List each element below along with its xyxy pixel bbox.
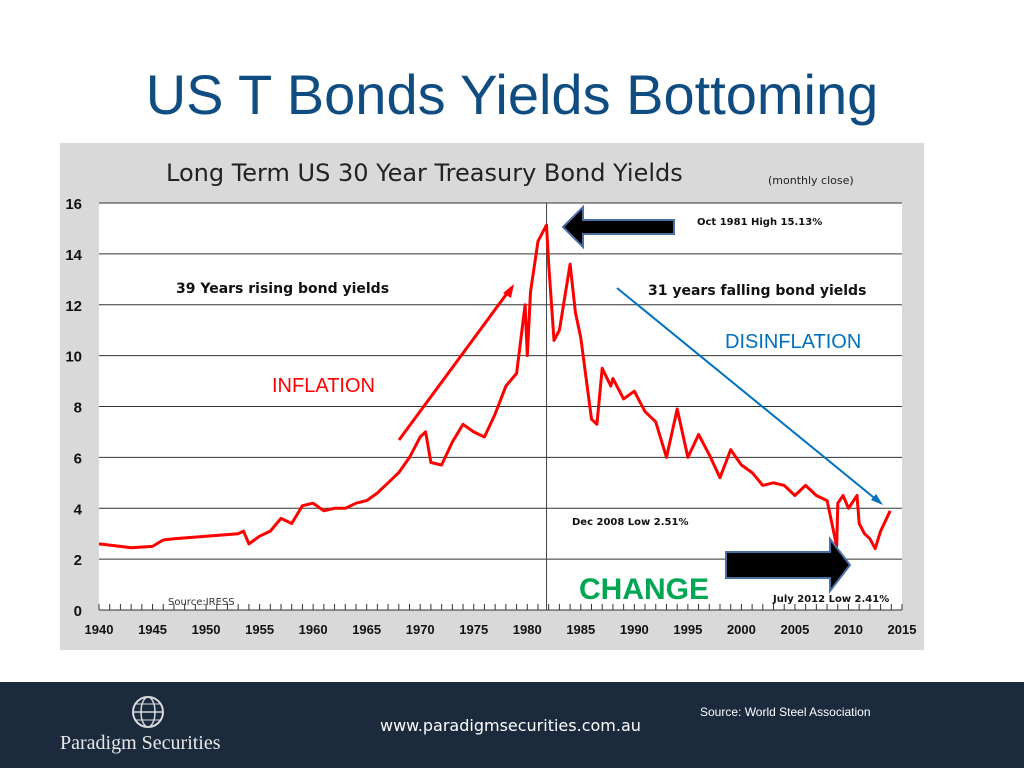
- y-gridlines: [99, 202, 902, 611]
- x-tick-label: 2005: [780, 622, 809, 637]
- y-tick-label: 8: [74, 400, 82, 417]
- y-tick-label: 14: [65, 247, 82, 264]
- inflation-arrow-shaft: [397, 287, 513, 441]
- annotation-dec-low: Dec 2008 Low 2.51%: [572, 517, 688, 528]
- x-tick-label: 1945: [138, 622, 167, 637]
- chart-subtitle: (monthly close): [768, 174, 854, 187]
- change-arrow-right: [725, 536, 852, 594]
- x-tick-label: 2000: [727, 622, 756, 637]
- x-tick-label: 1965: [352, 622, 381, 637]
- x-tick-label: 1940: [85, 622, 114, 637]
- footer-source: Source: World Steel Association: [700, 705, 871, 719]
- high-arrow-left: [561, 204, 675, 250]
- company-name: Paradigm Securities: [60, 732, 221, 754]
- x-tick-label: 2015: [888, 622, 917, 637]
- y-tick-label: 10: [65, 349, 82, 366]
- footer-bar: Paradigm Securities www.paradigmsecuriti…: [0, 682, 1024, 768]
- annotation-disinflation: DISINFLATION: [725, 331, 861, 353]
- annotation-inflation: INFLATION: [272, 375, 375, 397]
- chart-panel: 0 2 4 6 8 10 12 14 16 1940 1945 1950 1955 1960 1965 19…: [60, 143, 924, 650]
- x-tick-label: 2010: [834, 622, 863, 637]
- x-tick-label: 1985: [566, 622, 595, 637]
- series-line-bond-yield: [98, 223, 892, 551]
- x-tick-label: 1995: [673, 622, 702, 637]
- x-tick-labels: 1940 1945 1950 1955 1960 1965 1970 1975 1980 1985…: [85, 622, 917, 637]
- annotation-change: CHANGE: [579, 573, 709, 606]
- globe-icon: [132, 696, 164, 728]
- website-link[interactable]: www.paradigmsecurities.com.au: [380, 716, 641, 735]
- x-tick-label: 1990: [620, 622, 649, 637]
- y-tick-label: 16: [65, 196, 82, 213]
- annotation-rising: 39 Years rising bond yields: [176, 281, 389, 297]
- x-tick-label: 1980: [513, 622, 542, 637]
- annotation-falling: 31 years falling bond yields: [648, 283, 866, 299]
- y-tick-label: 12: [65, 298, 82, 315]
- x-tick-label: 1955: [245, 622, 274, 637]
- x-tick-label: 1960: [299, 622, 328, 637]
- chart-source: Source:IRESS: [168, 597, 235, 608]
- disinflation-arrow-shaft: [616, 287, 879, 502]
- annotation-high: Oct 1981 High 15.13%: [697, 217, 822, 228]
- x-tick-label: 1950: [192, 622, 221, 637]
- x-tick-label: 1975: [459, 622, 488, 637]
- chart-title: Long Term US 30 Year Treasury Bond Yield…: [166, 159, 683, 187]
- y-tick-labels: 0 2 4 6 8 10 12 14 16: [65, 196, 82, 620]
- annotation-jul-low: July 2012 Low 2.41%: [772, 594, 889, 605]
- y-tick-label: 4: [74, 501, 83, 518]
- y-tick-label: 0: [74, 603, 82, 620]
- slide-title: US T Bonds Yields Bottoming: [145, 63, 879, 126]
- y-tick-label: 6: [74, 450, 82, 467]
- x-minor-ticks: [98, 604, 903, 610]
- inflation-arrow-head: [503, 284, 514, 298]
- y-tick-label: 2: [74, 552, 82, 569]
- x-tick-label: 1970: [406, 622, 435, 637]
- disinflation-arrow-head: [871, 494, 883, 505]
